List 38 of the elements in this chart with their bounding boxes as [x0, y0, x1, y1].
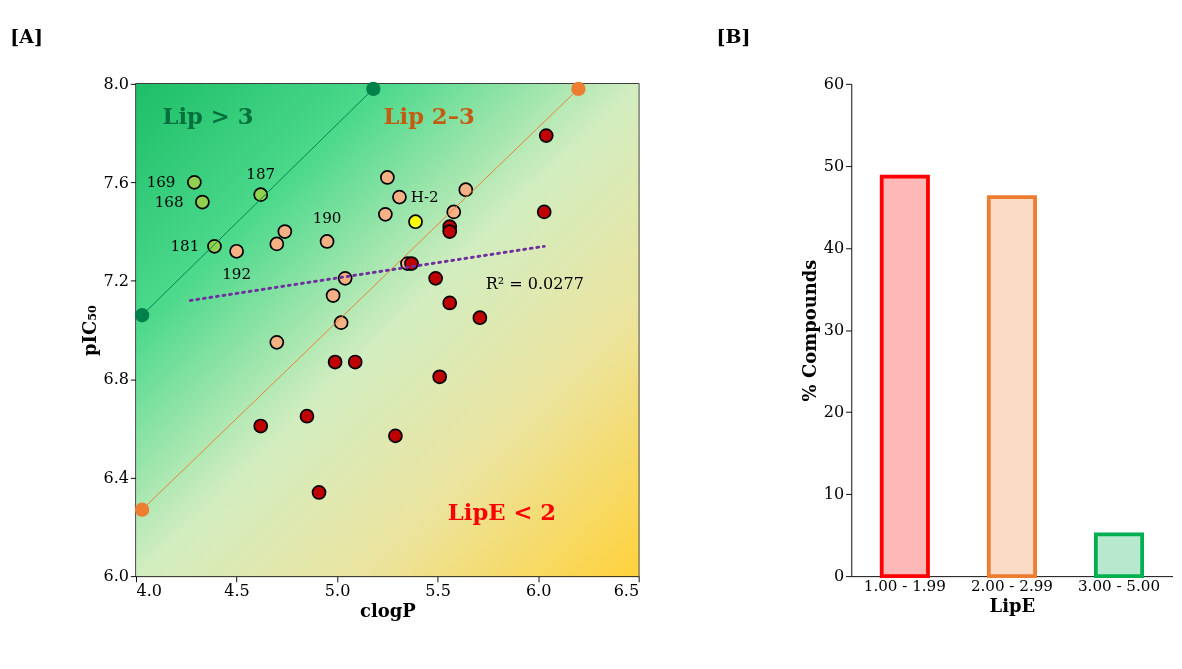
x-tick-label: 4.5 — [224, 581, 250, 601]
y-tick-label: 10 — [823, 484, 845, 504]
annotation: 169 — [146, 173, 176, 192]
x-axis-title: clogP — [359, 600, 417, 622]
y-tick-label: 8.0 — [103, 74, 129, 94]
y-tick-label: 7.6 — [103, 172, 129, 192]
y-tick-label: 20 — [823, 402, 845, 422]
annotation: Lip > 3 — [162, 102, 254, 129]
annotation: LipE < 2 — [447, 499, 557, 526]
x-axis-title: LipE — [989, 594, 1036, 616]
x-tick-label: 6.5 — [613, 581, 640, 601]
y-tick-label: 6.4 — [103, 467, 129, 487]
annotation: 190 — [312, 209, 342, 228]
annotation: 187 — [246, 164, 276, 183]
annotation: R² = 0.0277 — [485, 273, 584, 293]
y-tick-label: 60 — [823, 74, 845, 94]
y-tick-label: 7.2 — [103, 271, 129, 290]
x-tick-label: 1.00 - 1.99 — [863, 576, 946, 595]
annotation: Lip 2–3 — [383, 102, 475, 129]
x-tick-label: 3.00 - 5.00 — [1078, 576, 1161, 595]
y-tick-label: 0 — [834, 566, 845, 586]
x-tick-label: 4.0 — [136, 581, 163, 601]
x-tick-label: 6.0 — [525, 581, 552, 601]
y-tick-label: 30 — [823, 320, 845, 340]
y-tick-label: 40 — [823, 238, 845, 258]
y-tick-label: 6.8 — [103, 369, 129, 389]
x-tick-label: 2.00 - 2.99 — [970, 576, 1053, 595]
annotation: 192 — [222, 264, 252, 283]
chart-title: [B] — [716, 25, 751, 48]
x-tick-label: 5.0 — [324, 581, 351, 601]
chart-title: [A] — [10, 25, 43, 48]
annotation: 168 — [154, 192, 184, 211]
x-tick-label: 5.5 — [425, 581, 451, 601]
annotation: 181 — [170, 237, 200, 256]
y-axis-title: % Compounds — [799, 259, 821, 402]
y-tick-label: 50 — [823, 156, 845, 176]
y-axis-title: pIC₅₀ — [78, 304, 100, 356]
annotation: H-2 — [410, 187, 439, 206]
